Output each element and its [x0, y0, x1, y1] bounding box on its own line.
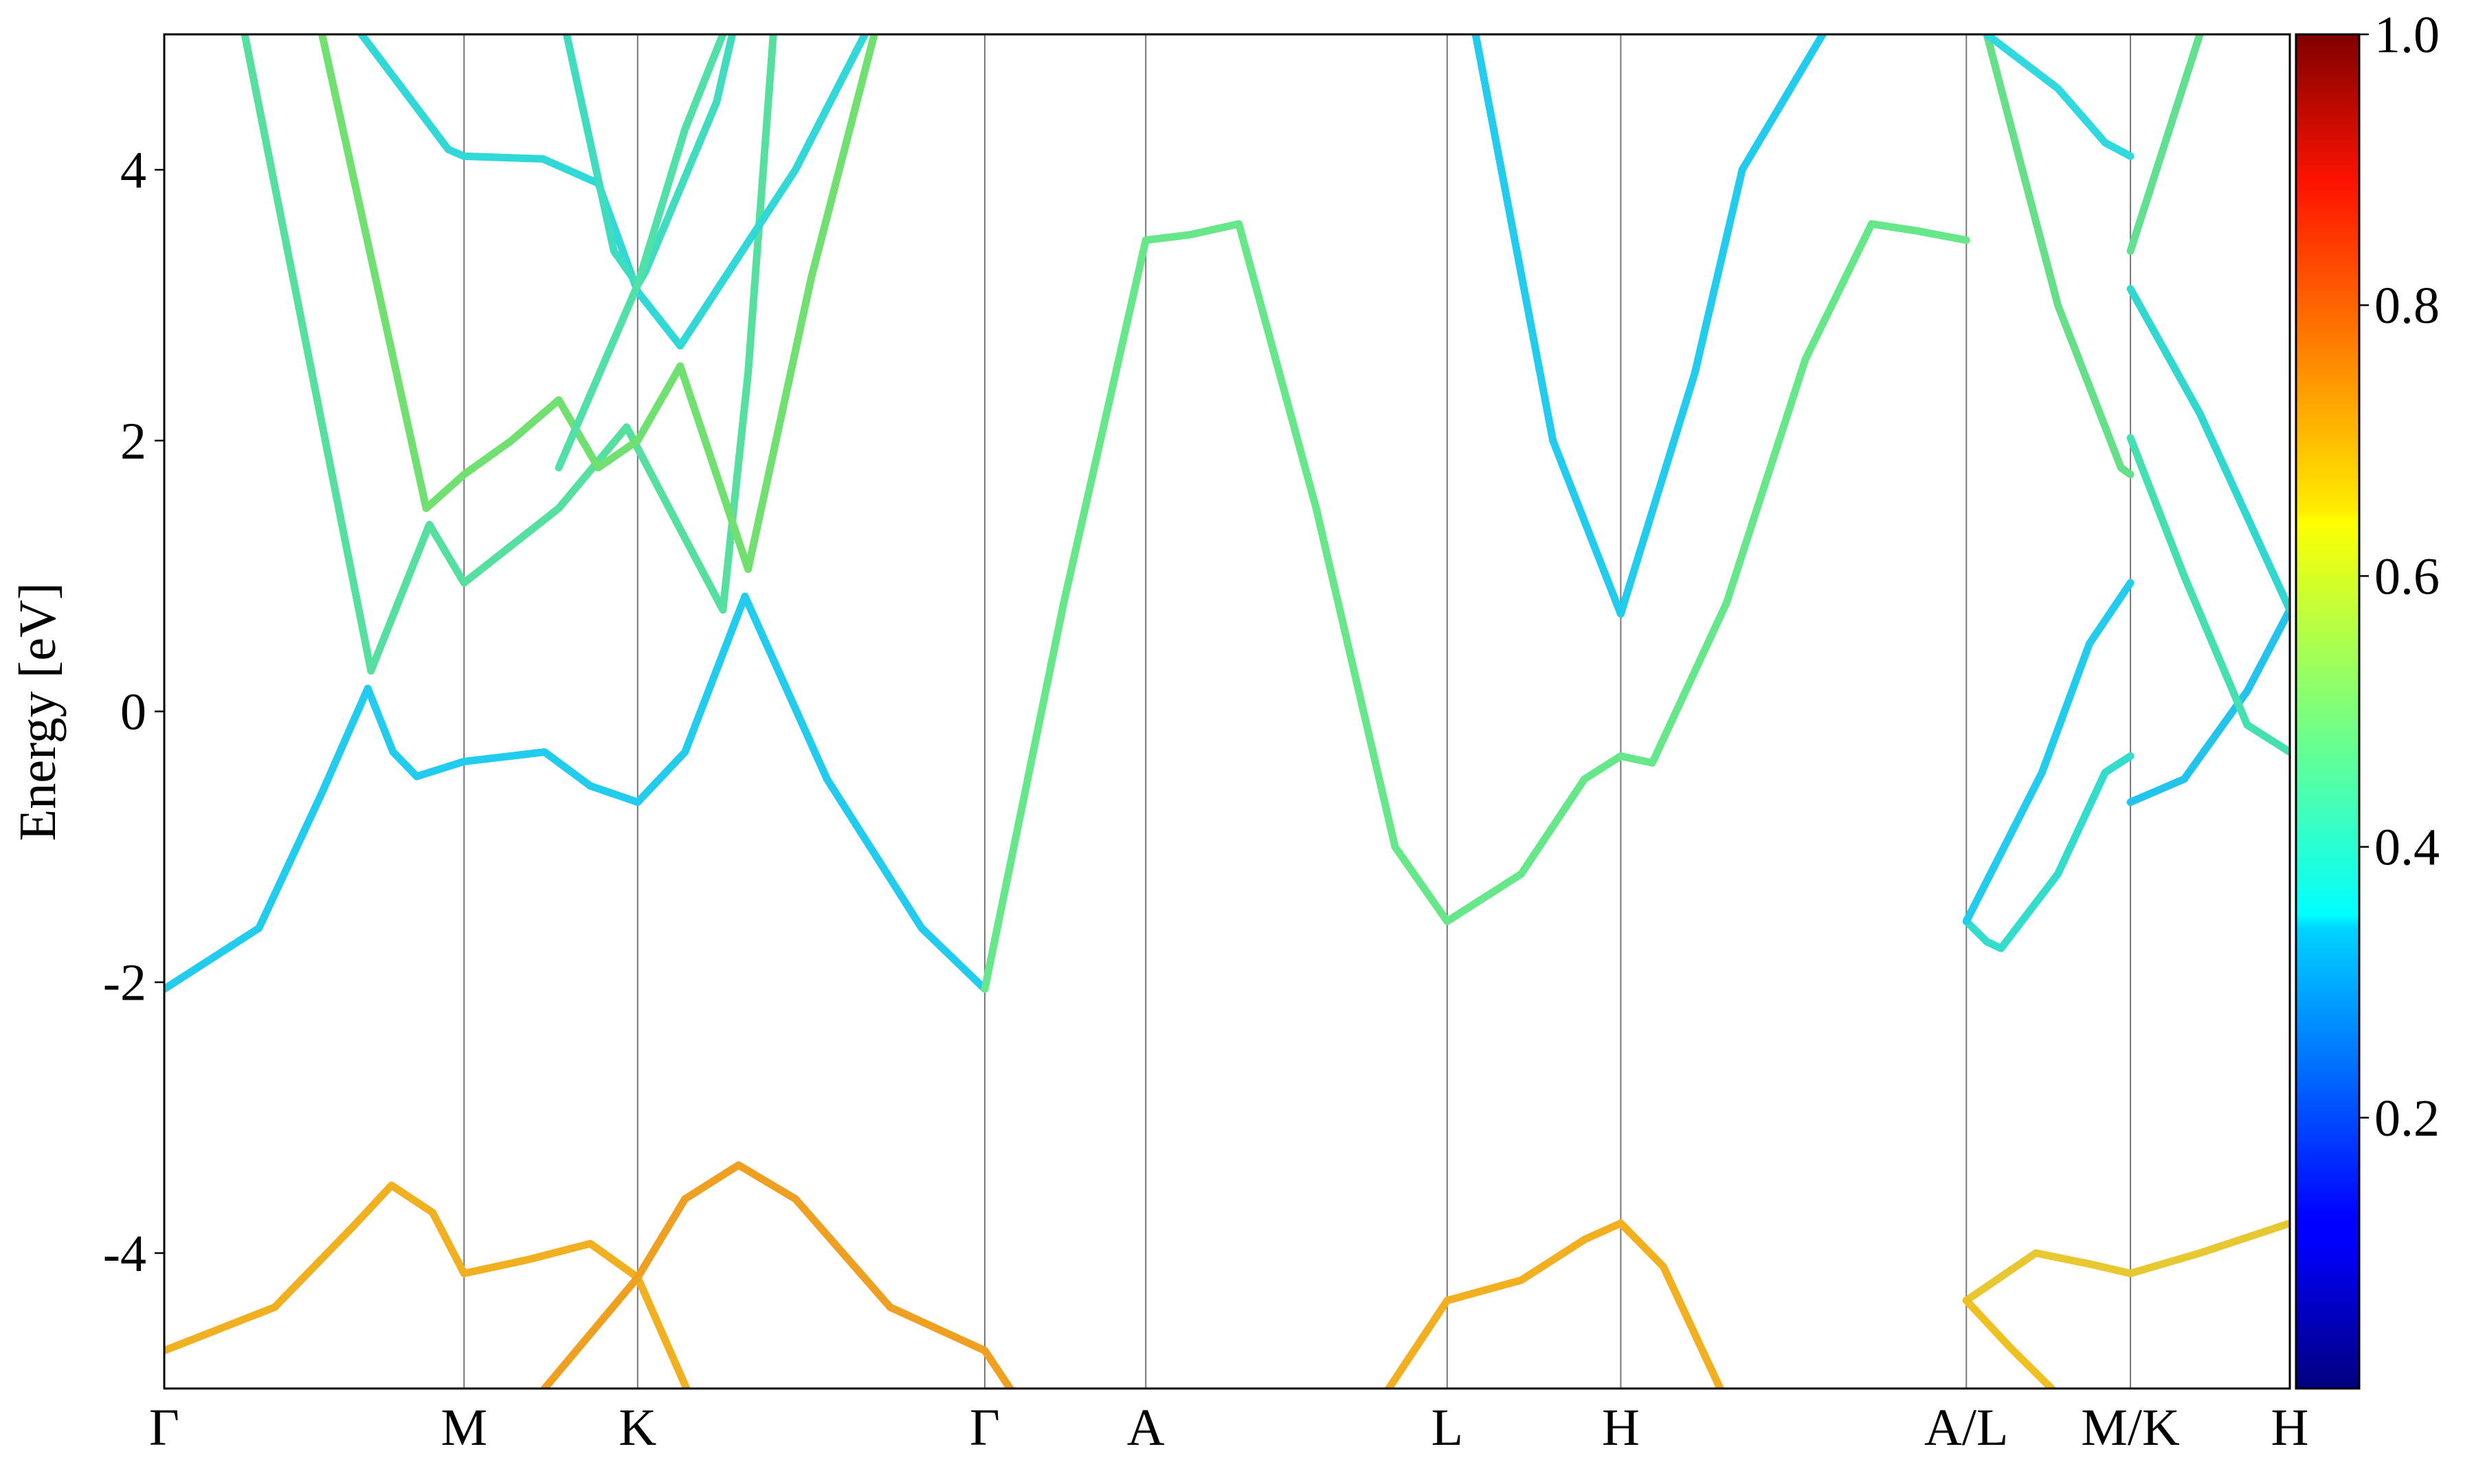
band-line	[2126, 434, 2290, 756]
band-line	[1385, 1219, 1724, 1389]
x-tick-label: H	[1602, 1399, 1640, 1457]
band-line	[2126, 285, 2290, 614]
colorbar-tick-label: 0.4	[2374, 819, 2440, 877]
y-tick-label: -2	[103, 954, 146, 1012]
x-tick-label: Γ	[149, 1399, 179, 1457]
band-line	[2126, 34, 2204, 255]
x-tick-label: A/L	[1924, 1399, 2008, 1457]
colorbar-tick-label: 0.2	[2374, 1090, 2440, 1147]
band-line	[241, 34, 777, 675]
band-line	[981, 220, 1970, 993]
colorbar	[2295, 33, 2361, 1390]
x-tick-label: K	[618, 1399, 656, 1457]
x-tick-label: L	[1431, 1399, 1463, 1457]
y-tick-label: 2	[120, 412, 146, 470]
band-line	[1962, 578, 2135, 925]
band-line	[1962, 1219, 2290, 1305]
band-line	[1983, 34, 2135, 479]
band-line	[164, 592, 989, 993]
band-line	[540, 1161, 1014, 1389]
x-tick-label: A	[1127, 1399, 1165, 1457]
x-tick-label: Γ	[970, 1399, 1000, 1457]
band-line	[318, 34, 878, 573]
plot-frame	[163, 33, 2291, 1390]
bands	[164, 34, 2290, 1389]
x-tick-label: M	[441, 1399, 487, 1457]
band-line	[1471, 34, 1827, 618]
band-line	[1962, 1296, 2055, 1389]
band-line	[2126, 606, 2290, 807]
y-axis-label: Energy [eV]	[9, 583, 67, 841]
band-line	[357, 34, 869, 350]
band-line	[1962, 752, 2135, 952]
y-tick-label: 4	[120, 142, 146, 199]
y-tick-label: -4	[103, 1225, 146, 1283]
x-tick-label: H	[2271, 1399, 2309, 1457]
colorbar-tick-label: 0.8	[2374, 277, 2440, 335]
band-line	[1983, 34, 2135, 160]
band-line	[555, 34, 727, 472]
colorbar-tick-label: 1.0	[2374, 6, 2440, 64]
y-tick-label: 0	[120, 684, 146, 741]
colorbar-tick-label: 0.6	[2374, 548, 2440, 605]
band-line	[164, 1181, 691, 1389]
x-tick-label: M/K	[2081, 1399, 2180, 1457]
